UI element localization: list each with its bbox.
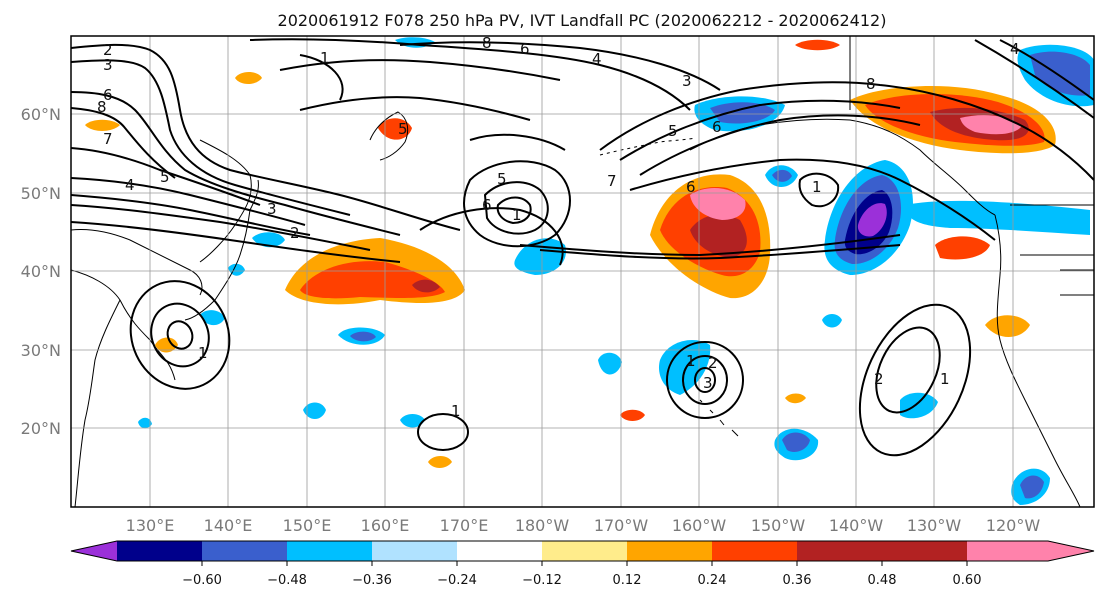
contour-label: 6	[103, 86, 113, 104]
pv-contours	[71, 38, 1094, 457]
colorbar-extend-max-tip	[967, 541, 1094, 561]
contour-label: 2	[708, 354, 718, 372]
colorbar-segment	[457, 541, 542, 561]
contour-label: 1	[812, 178, 822, 196]
lon-label: 170°W	[594, 516, 649, 535]
colorbar-tick-label: −0.60	[182, 573, 222, 588]
lon-label: 150°W	[751, 516, 806, 535]
contour-label: 2	[874, 370, 884, 388]
contour-label: 5	[668, 122, 678, 140]
map-frame	[70, 35, 1095, 508]
contour-label: 5	[160, 168, 170, 186]
lon-label: 160°E	[361, 516, 410, 535]
lon-label: 120°W	[986, 516, 1041, 535]
gridlines	[71, 36, 1094, 507]
lat-label: 60°N	[21, 105, 61, 124]
contour-label: 1	[320, 49, 330, 67]
contour-label: 7	[103, 130, 113, 148]
lon-label: 140°W	[829, 516, 884, 535]
colorbar-tick-label: −0.24	[437, 573, 477, 588]
contour-label: 5	[398, 120, 408, 138]
contour-label: 3	[103, 56, 113, 74]
map-panel: 2 3 6 8 7 4 5 3 2 1 8 6 4 5 3 7 6 5 6 1 …	[71, 34, 1094, 507]
contour-label: 1	[512, 206, 522, 224]
lat-label: 30°N	[21, 341, 61, 360]
contour-label: 3	[703, 374, 713, 392]
colorbar-tick-label: −0.12	[522, 573, 562, 588]
colorbar-tick-label: 0.24	[698, 573, 727, 588]
contour-label: 6	[520, 40, 530, 58]
contour-label: 4	[592, 50, 602, 68]
contour-label: 6	[686, 178, 696, 196]
contour-label: 2	[103, 41, 113, 59]
contour-label: 2	[290, 224, 300, 242]
contour-label: 1	[686, 352, 696, 370]
colorbar-segment	[542, 541, 627, 561]
contour-label: 6	[712, 118, 722, 136]
colorbar-segment	[627, 541, 712, 561]
colorbar-outline	[70, 540, 1095, 562]
lon-label: 180°W	[515, 516, 570, 535]
lon-label: 160°W	[672, 516, 727, 535]
colorbar-extend-max	[882, 541, 967, 561]
colorbar-segment	[287, 541, 372, 561]
contour-label: 5	[497, 170, 507, 188]
lon-label: 140°E	[204, 516, 253, 535]
colorbar: −0.60 −0.48 −0.36 −0.24 −0.12 0.12 0.24 …	[70, 540, 1095, 588]
latitude-labels: 20°N 30°N 40°N 50°N 60°N	[21, 105, 61, 438]
lon-label: 150°E	[283, 516, 332, 535]
contour-label: 8	[866, 75, 876, 93]
colorbar-tick-label: −0.48	[267, 573, 307, 588]
pv-contour-labels: 2 3 6 8 7 4 5 3 2 1 8 6 4 5 3 7 6 5 6 1 …	[97, 34, 1020, 420]
colorbar-segment	[797, 541, 882, 561]
lon-label: 170°E	[440, 516, 489, 535]
ivt-shading	[85, 37, 1094, 505]
contour-label: 1	[198, 344, 208, 362]
colorbar-extend-min	[71, 541, 117, 561]
colorbar-segment	[202, 541, 287, 561]
lat-label: 20°N	[21, 419, 61, 438]
contour-label: 3	[682, 72, 692, 90]
contour-label: 1	[940, 370, 950, 388]
lon-label: 130°W	[907, 516, 962, 535]
colorbar-tick-labels: −0.60 −0.48 −0.36 −0.24 −0.12 0.12 0.24 …	[182, 573, 981, 588]
colorbar-tick-label: 0.48	[868, 573, 897, 588]
colorbar-tick-label: 0.36	[783, 573, 812, 588]
map-title: 2020061912 F078 250 hPa PV, IVT Landfall…	[278, 11, 887, 30]
contour-label: 1	[451, 402, 461, 420]
coastlines	[71, 36, 1094, 507]
lat-label: 50°N	[21, 184, 61, 203]
colorbar-tick-label: 0.12	[613, 573, 642, 588]
contour-label: 6	[482, 196, 492, 214]
colorbar-segment	[372, 541, 457, 561]
contour-label: 4	[125, 176, 135, 194]
lat-label: 40°N	[21, 262, 61, 281]
colorbar-tick-label: 0.60	[953, 573, 982, 588]
colorbar-tick-label: −0.36	[352, 573, 392, 588]
contour-label: 7	[607, 172, 617, 190]
contour-label: 4	[1010, 40, 1020, 58]
lon-label: 130°E	[126, 516, 175, 535]
contour-label: 3	[267, 200, 277, 218]
contour-label: 8	[482, 34, 492, 52]
longitude-labels: 130°E 140°E 150°E 160°E 170°E 180°W 170°…	[126, 516, 1041, 535]
colorbar-segment	[712, 541, 797, 561]
colorbar-ticks	[201, 561, 968, 566]
colorbar-segment	[117, 541, 202, 561]
contour-label: 8	[97, 98, 107, 116]
